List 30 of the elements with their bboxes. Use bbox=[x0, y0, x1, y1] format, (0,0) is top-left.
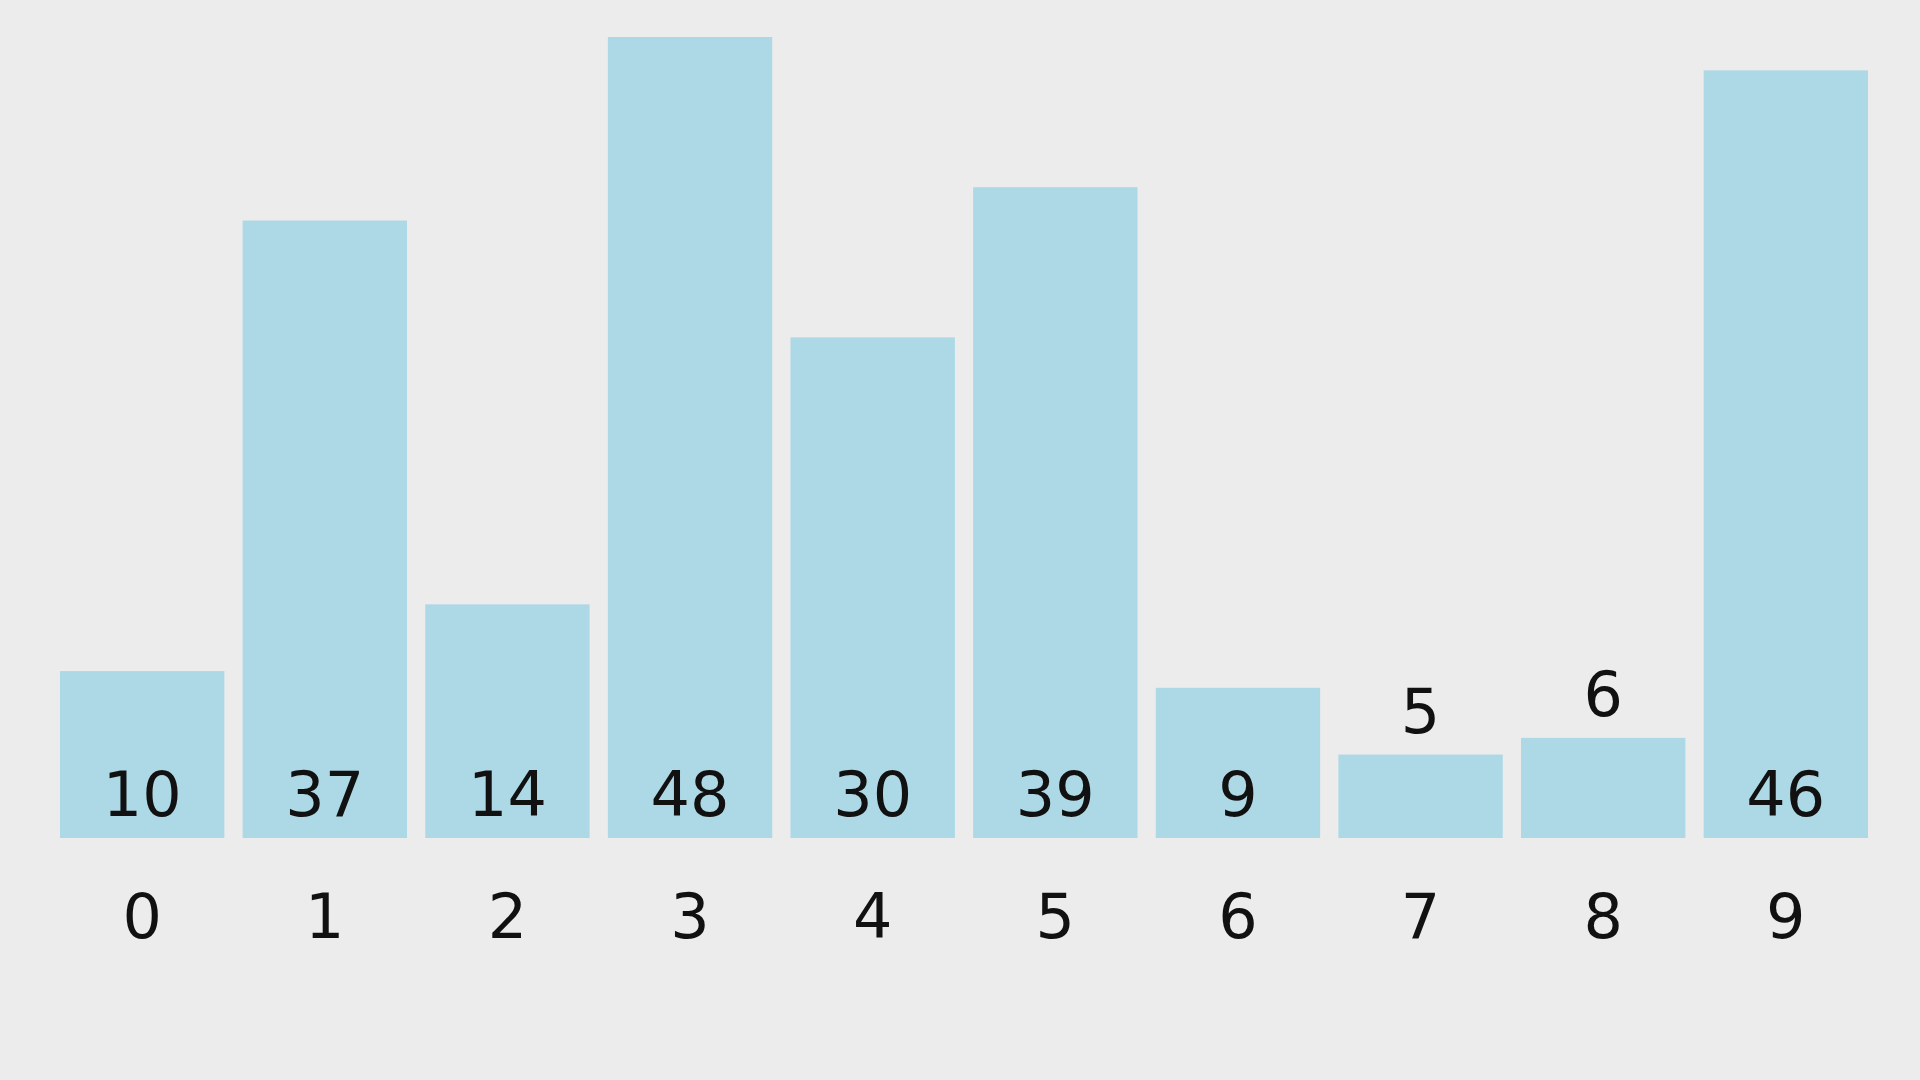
data-label: 14 bbox=[467, 758, 547, 831]
x-tick-label: 1 bbox=[305, 880, 345, 953]
bar bbox=[790, 337, 955, 838]
data-label: 6 bbox=[1583, 657, 1623, 731]
x-tick-label: 9 bbox=[1766, 880, 1806, 953]
bar bbox=[242, 220, 407, 838]
data-label: 5 bbox=[1400, 674, 1441, 748]
data-label: 30 bbox=[833, 758, 913, 831]
data-label: 10 bbox=[102, 758, 182, 831]
bar bbox=[425, 604, 590, 838]
bar bbox=[1521, 737, 1686, 838]
x-tick-label: 3 bbox=[670, 880, 710, 953]
bar bbox=[607, 37, 773, 838]
bar bbox=[973, 187, 1138, 838]
x-tick-label: 0 bbox=[122, 880, 162, 953]
bar bbox=[1338, 754, 1503, 838]
x-tick-label: 5 bbox=[1035, 880, 1076, 953]
data-label: 39 bbox=[1015, 758, 1095, 831]
x-tick-label: 6 bbox=[1218, 880, 1258, 953]
x-tick-label: 8 bbox=[1583, 880, 1623, 953]
data-label: 48 bbox=[650, 758, 730, 831]
x-tick-label: 2 bbox=[487, 880, 528, 953]
x-tick-label: 4 bbox=[852, 880, 893, 953]
data-label: 37 bbox=[285, 758, 365, 831]
x-tick-label: 7 bbox=[1400, 880, 1441, 953]
data-label: 46 bbox=[1746, 758, 1826, 831]
bar bbox=[1155, 687, 1321, 838]
bar bbox=[60, 671, 225, 838]
data-label: 9 bbox=[1218, 758, 1258, 831]
bar bbox=[1703, 70, 1868, 838]
